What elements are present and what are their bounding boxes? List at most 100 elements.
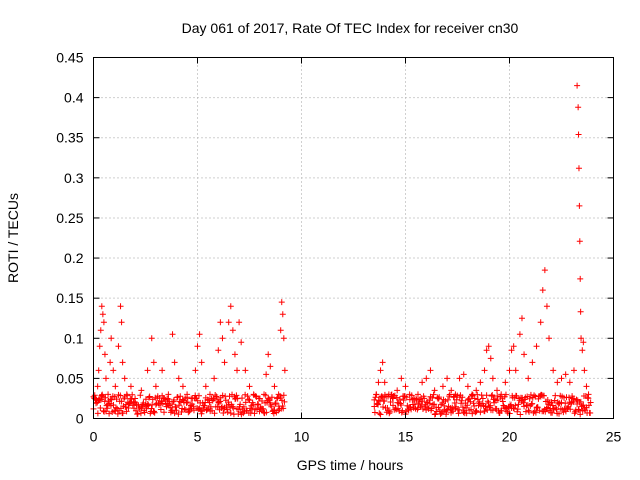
data-point (512, 367, 519, 374)
y-tick-label: 0.4 (64, 90, 84, 106)
data-point (533, 343, 540, 350)
data-point (459, 394, 466, 401)
data-point (510, 343, 517, 350)
data-point (456, 375, 463, 382)
data-point (272, 400, 279, 407)
chart-title: Day 061 of 2017, Rate Of TEC Index for r… (182, 20, 519, 36)
data-point (165, 391, 172, 398)
data-point (263, 409, 270, 416)
data-point (551, 397, 558, 404)
axis-ticks (93, 57, 614, 419)
data-point (101, 351, 108, 358)
data-point (175, 402, 182, 409)
data-point (385, 391, 392, 398)
data-point (215, 399, 222, 406)
data-point (127, 383, 134, 390)
data-point (575, 165, 582, 172)
y-tick-label: 0.1 (64, 330, 84, 346)
data-point (268, 394, 275, 401)
data-point (448, 387, 455, 394)
data-point (423, 375, 430, 382)
data-point (196, 331, 203, 338)
data-point (498, 391, 505, 398)
data-point (206, 399, 213, 406)
data-point (99, 311, 106, 318)
data-point (106, 410, 113, 417)
data-point (202, 383, 209, 390)
data-point (104, 405, 111, 412)
data-point (261, 391, 268, 398)
data-point (238, 339, 245, 346)
data-point (112, 404, 119, 411)
data-point (406, 391, 413, 398)
data-point (195, 392, 202, 399)
data-point (444, 375, 451, 382)
data-point (576, 202, 583, 209)
data-point (574, 82, 581, 89)
y-axis-label: ROTI / TECUs (5, 193, 21, 283)
y-tick-label: 0.15 (56, 290, 83, 306)
data-point (400, 397, 407, 404)
x-axis-label: GPS time / hours (297, 457, 404, 473)
data-point (379, 359, 386, 366)
data-point (161, 409, 168, 416)
data-point (394, 387, 401, 394)
data-point (386, 410, 393, 417)
data-point (159, 367, 166, 374)
data-point (585, 391, 592, 398)
data-point (553, 406, 560, 413)
data-point (458, 397, 465, 404)
data-point (451, 399, 458, 406)
data-point (281, 398, 288, 405)
data-point (390, 395, 397, 402)
data-point (474, 391, 481, 398)
data-point (107, 359, 114, 366)
data-point (558, 375, 565, 382)
data-point (580, 402, 587, 409)
data-point (583, 383, 590, 390)
data-point (375, 401, 382, 408)
data-point (468, 406, 475, 413)
data-point (464, 402, 471, 409)
data-point (427, 367, 434, 374)
data-point (386, 408, 393, 415)
data-point (280, 335, 287, 342)
data-point (119, 410, 126, 417)
data-point (272, 401, 279, 408)
data-point (213, 393, 220, 400)
data-point (474, 396, 481, 403)
data-point (385, 407, 392, 414)
data-point (268, 403, 275, 410)
data-point (175, 375, 182, 382)
data-point (231, 351, 238, 358)
data-point (144, 400, 151, 407)
data-point (97, 396, 104, 403)
data-point (488, 393, 495, 400)
data-point (443, 407, 450, 414)
data-point (515, 401, 522, 408)
data-point (237, 401, 244, 408)
data-point (491, 396, 498, 403)
y-tick-label: 0.45 (56, 50, 83, 66)
data-point (459, 404, 466, 411)
data-point (534, 404, 541, 411)
data-point (171, 359, 178, 366)
data-point (487, 402, 494, 409)
data-point (537, 319, 544, 326)
data-point (233, 392, 240, 399)
data-point (157, 406, 164, 413)
y-tick-label: 0.05 (56, 370, 83, 386)
data-point (481, 367, 488, 374)
data-point (377, 367, 384, 374)
data-point (148, 335, 155, 342)
data-point (444, 396, 451, 403)
data-point (546, 335, 553, 342)
data-point (489, 375, 496, 382)
data-point (117, 392, 124, 399)
data-point (381, 397, 388, 404)
data-point (373, 391, 380, 398)
data-point (278, 299, 285, 306)
data-point (173, 407, 180, 414)
data-point (129, 391, 136, 398)
data-point (520, 399, 527, 406)
